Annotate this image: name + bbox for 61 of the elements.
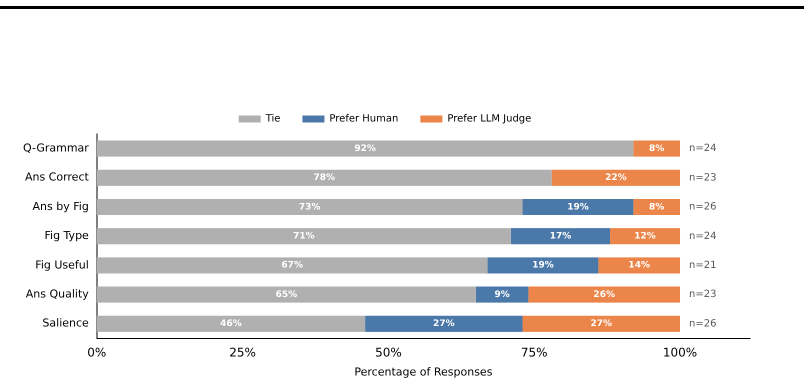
bar bbox=[528, 286, 680, 303]
bar bbox=[96, 170, 552, 186]
y-tick-label: Fig Type bbox=[44, 229, 90, 242]
bar bbox=[96, 228, 511, 244]
data-label: 19% bbox=[532, 260, 554, 271]
x-tick-label: 25% bbox=[229, 346, 256, 360]
bar bbox=[96, 198, 523, 216]
data-label: 92% bbox=[354, 144, 376, 154]
data-label: 9% bbox=[494, 290, 510, 300]
y-tick-label: Ans Quality bbox=[26, 287, 90, 300]
data-label: 8% bbox=[649, 202, 664, 212]
bar bbox=[96, 316, 366, 332]
data-label: 17% bbox=[550, 232, 572, 242]
data-label: 65% bbox=[276, 290, 298, 300]
legend-label: Tie bbox=[264, 114, 280, 125]
data-label: 73% bbox=[298, 202, 320, 212]
annotation: n=24 bbox=[689, 143, 716, 154]
annotation: n=26 bbox=[689, 202, 716, 213]
bar bbox=[96, 286, 476, 303]
x-tick-label: 100% bbox=[662, 346, 698, 360]
x-tick-label: 50% bbox=[375, 346, 402, 360]
bar bbox=[96, 140, 634, 157]
y-tick-label: Ans Correct bbox=[24, 170, 90, 184]
legend-label: Prefer Human bbox=[329, 114, 398, 125]
data-label: 78% bbox=[313, 173, 336, 184]
bar bbox=[510, 228, 610, 244]
y-tick-label: Ans by Fig bbox=[32, 200, 89, 213]
data-label: 27% bbox=[433, 319, 455, 330]
x-tick-label: 75% bbox=[520, 346, 548, 360]
data-label: 12% bbox=[634, 232, 656, 242]
bar bbox=[633, 198, 680, 216]
annotation: n=23 bbox=[689, 289, 716, 300]
y-tick-label: Q-Grammar bbox=[22, 141, 90, 154]
data-label: 8% bbox=[649, 144, 664, 154]
y-tick-label: Salience bbox=[42, 316, 90, 330]
bar bbox=[476, 286, 528, 303]
data-label: 14% bbox=[628, 260, 650, 271]
bar bbox=[552, 170, 680, 186]
data-label: 27% bbox=[590, 319, 612, 330]
bar bbox=[633, 140, 680, 157]
data-label: 71% bbox=[293, 232, 315, 242]
bar bbox=[598, 257, 680, 274]
y-tick-label: Fig Useful bbox=[35, 258, 89, 272]
data-label: 46% bbox=[220, 319, 242, 330]
bar bbox=[610, 228, 680, 244]
annotation: n=24 bbox=[689, 230, 716, 242]
data-label: 67% bbox=[281, 260, 303, 271]
legend-label: Prefer LLM Judge bbox=[447, 114, 532, 125]
x-tick-label: 0% bbox=[87, 346, 106, 360]
annotation: n=21 bbox=[689, 260, 716, 271]
annotation: n=23 bbox=[689, 172, 716, 184]
data-label: 26% bbox=[593, 290, 615, 300]
bar bbox=[96, 257, 488, 274]
bar bbox=[488, 257, 598, 274]
data-label: 19% bbox=[567, 202, 589, 212]
x-axis-title: Percentage of Responses bbox=[354, 365, 493, 378]
data-label: 22% bbox=[605, 173, 627, 184]
bar bbox=[522, 198, 634, 216]
annotation: n=26 bbox=[689, 318, 716, 330]
bar bbox=[365, 316, 523, 332]
bar bbox=[522, 316, 680, 332]
